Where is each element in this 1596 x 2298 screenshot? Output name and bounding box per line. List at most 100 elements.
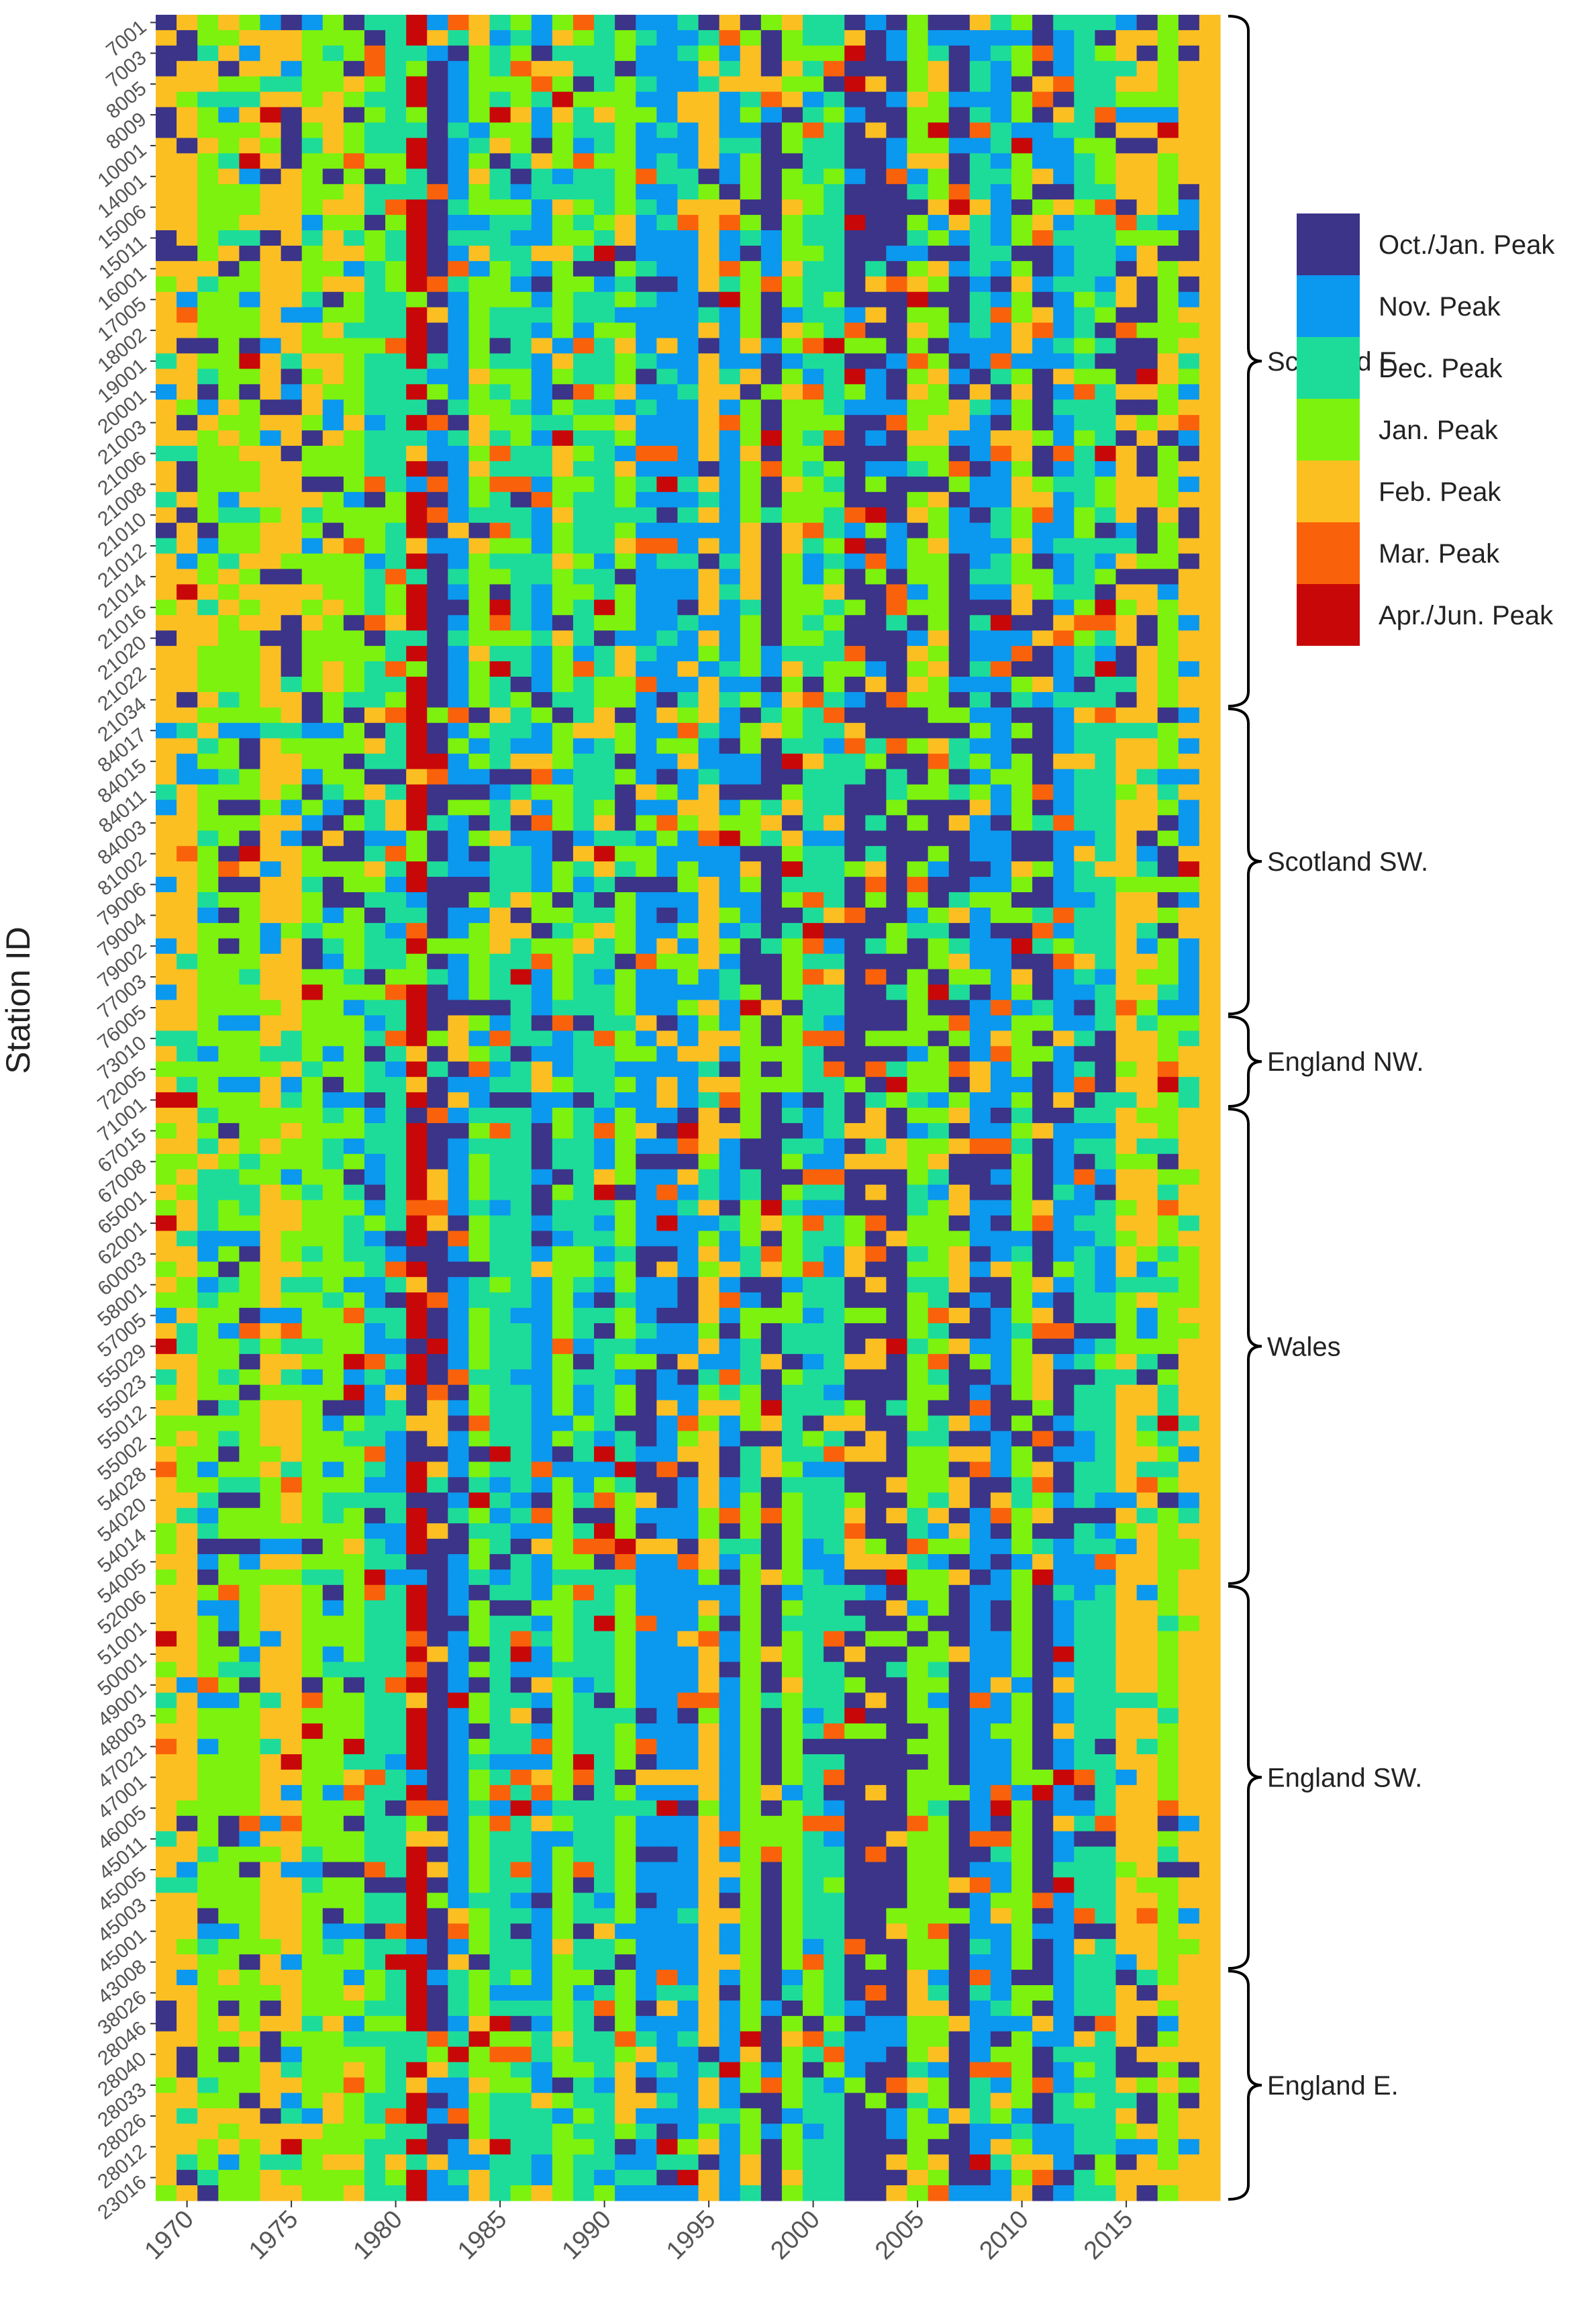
heatmap-cell	[865, 1138, 887, 1155]
heatmap-cell	[698, 1153, 720, 1170]
heatmap-cell	[1136, 800, 1158, 816]
heatmap-cell	[385, 1277, 407, 1293]
heatmap-cell	[1157, 584, 1179, 600]
heatmap-cell	[510, 107, 532, 124]
heatmap-cell	[928, 153, 950, 169]
heatmap-cell	[427, 369, 448, 385]
heatmap-cell	[197, 30, 219, 46]
heatmap-cell	[343, 815, 365, 831]
heatmap-cell	[281, 60, 303, 77]
heatmap-cell	[740, 60, 762, 77]
heatmap-cell	[948, 184, 970, 200]
heatmap-cell	[636, 615, 657, 631]
heatmap-cell	[824, 276, 845, 293]
heatmap-cell	[719, 107, 741, 124]
heatmap-cell	[218, 1384, 240, 1401]
heatmap-cell	[928, 877, 950, 893]
heatmap-cell	[322, 830, 344, 847]
heatmap-cell	[1011, 1031, 1033, 1047]
heatmap-cell	[1136, 461, 1158, 477]
heatmap-cell	[719, 138, 741, 154]
heatmap-cell	[343, 1446, 365, 1462]
heatmap-cell	[886, 969, 908, 986]
heatmap-cell	[281, 538, 303, 555]
heatmap-cell	[1115, 815, 1138, 831]
heatmap-cell	[489, 1415, 511, 1432]
heatmap-cell	[572, 522, 595, 539]
heatmap-cell	[239, 353, 261, 369]
heatmap-cell	[322, 169, 344, 185]
heatmap-cell	[156, 522, 177, 539]
heatmap-cell	[1157, 1400, 1179, 1417]
heatmap-cell	[343, 291, 365, 308]
heatmap-cell	[698, 491, 720, 508]
heatmap-cell	[1115, 461, 1138, 477]
heatmap-cell	[1011, 938, 1033, 955]
heatmap-cell	[969, 215, 991, 231]
heatmap-cell	[1053, 15, 1075, 31]
heatmap-cell	[719, 1400, 741, 1417]
heatmap-cell	[677, 676, 699, 693]
heatmap-cell	[636, 1031, 657, 1047]
heatmap-cell	[1157, 938, 1179, 955]
heatmap-cell	[489, 384, 511, 400]
heatmap-cell	[343, 45, 365, 62]
heatmap-cell	[760, 107, 783, 124]
heatmap-cells	[156, 15, 1221, 2201]
heatmap-cell	[468, 230, 491, 246]
heatmap-cell	[572, 630, 595, 647]
heatmap-cell	[1199, 399, 1221, 416]
heatmap-cell	[385, 830, 407, 847]
heatmap-cell	[260, 276, 282, 293]
heatmap-cell	[760, 430, 783, 446]
heatmap-cell	[594, 1415, 615, 1432]
heatmap-cell	[427, 646, 448, 662]
heatmap-cell	[1074, 1400, 1096, 1417]
heatmap-cell	[1095, 45, 1117, 62]
heatmap-cell	[803, 938, 824, 955]
heatmap-cell	[740, 1353, 762, 1370]
heatmap-cell	[1157, 553, 1179, 570]
heatmap-cell	[1178, 907, 1200, 924]
heatmap-cell	[1074, 138, 1096, 154]
heatmap-cell	[510, 753, 532, 770]
heatmap-cell	[1157, 138, 1179, 154]
heatmap-cell	[1136, 953, 1158, 970]
heatmap-cell	[156, 60, 177, 77]
heatmap-cell	[615, 1122, 636, 1139]
heatmap-cell	[218, 1215, 240, 1232]
heatmap-cell	[343, 15, 365, 31]
heatmap-cell	[1095, 30, 1117, 46]
heatmap-cell	[1095, 245, 1117, 262]
heatmap-cell	[406, 476, 428, 493]
heatmap-cell	[865, 446, 887, 462]
heatmap-cell	[156, 600, 177, 616]
heatmap-cell	[448, 1108, 470, 1124]
heatmap-cell	[698, 107, 720, 124]
heatmap-cell	[698, 907, 720, 924]
heatmap-cell	[301, 984, 323, 1001]
heatmap-cell	[1032, 907, 1054, 924]
heatmap-cell	[427, 922, 448, 939]
heatmap-cell	[156, 399, 177, 416]
heatmap-cell	[803, 738, 824, 755]
heatmap-cell	[322, 1277, 344, 1293]
heatmap-cell	[489, 691, 511, 708]
heatmap-cell	[824, 1169, 845, 1186]
heatmap-cell	[615, 507, 636, 524]
heatmap-cell	[1115, 1215, 1138, 1232]
heatmap-cell	[1136, 1431, 1158, 1447]
heatmap-cell	[301, 1462, 323, 1478]
heatmap-cell	[448, 184, 470, 200]
heatmap-cell	[1115, 1246, 1138, 1262]
heatmap-cell	[343, 676, 365, 693]
heatmap-cell	[990, 1046, 1012, 1062]
heatmap-cell	[824, 384, 845, 400]
heatmap-cell	[1032, 861, 1054, 877]
heatmap-cell	[594, 830, 615, 847]
heatmap-cell	[1074, 1261, 1096, 1278]
heatmap-cell	[844, 45, 866, 62]
heatmap-cell	[1053, 984, 1075, 1001]
heatmap-cell	[844, 1446, 866, 1462]
heatmap-cell	[907, 476, 929, 493]
